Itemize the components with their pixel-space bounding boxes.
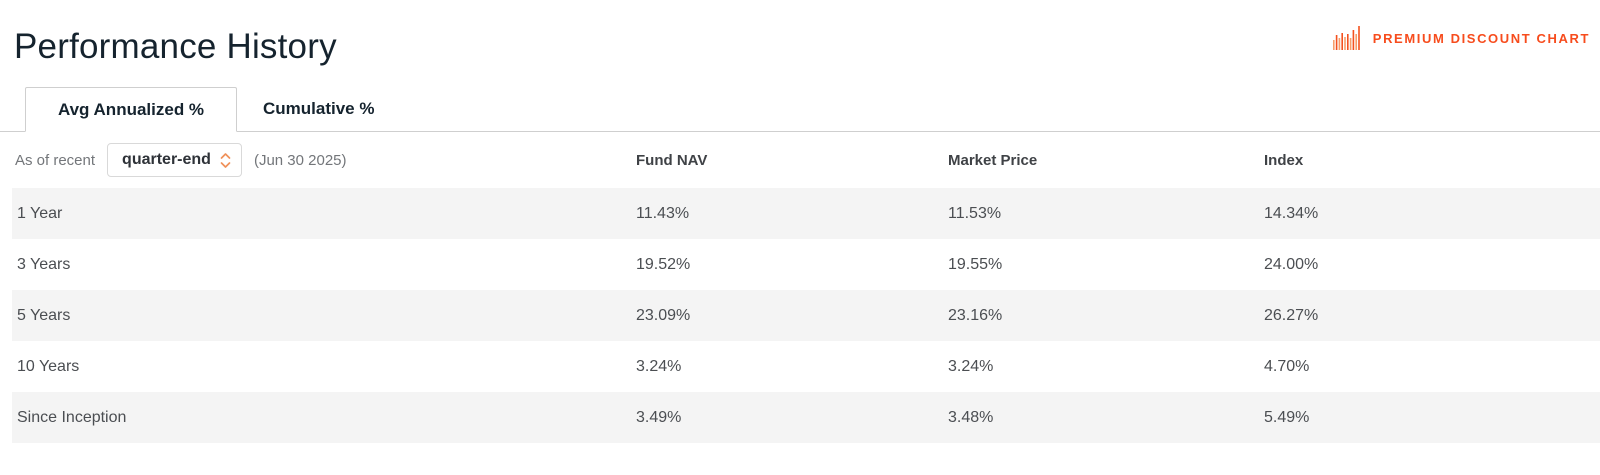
as-of-controls: As of recent quarter-end (Jun 30 2025) [12, 143, 636, 177]
cell-market-price: 3.48% [948, 408, 994, 426]
cell-index: 14.34% [1264, 204, 1319, 222]
row-label: Since Inception [17, 408, 127, 426]
table-row: 3 Years 19.52% 19.55% 24.00% [12, 239, 1600, 290]
cell-market-price: 19.55% [948, 255, 1003, 273]
row-label: 1 Year [17, 204, 63, 222]
select-chevrons-icon [220, 152, 231, 169]
row-label: 5 Years [17, 306, 71, 324]
cell-fund-nav: 3.24% [636, 357, 682, 375]
row-label: 3 Years [17, 255, 71, 273]
row-label: 10 Years [17, 357, 80, 375]
cell-market-price: 23.16% [948, 306, 1003, 324]
performance-table: As of recent quarter-end (Jun 30 2025) F… [12, 132, 1600, 443]
table-row: 5 Years 23.09% 23.16% 26.27% [12, 290, 1600, 341]
table-row: 1 Year 11.43% 11.53% 14.34% [12, 188, 1600, 239]
cell-fund-nav: 19.52% [636, 255, 691, 273]
premium-discount-chart-link[interactable]: PREMIUM DISCOUNT CHART [1332, 26, 1590, 50]
bar-chart-icon [1332, 26, 1360, 50]
column-header-market-price: Market Price [948, 151, 1038, 169]
tab-bar: Avg Annualized % Cumulative % [0, 87, 1600, 132]
cell-index: 24.00% [1264, 255, 1319, 273]
cell-index: 26.27% [1264, 306, 1319, 324]
period-dropdown[interactable]: quarter-end [107, 143, 242, 177]
tab-cumulative[interactable]: Cumulative % [263, 99, 375, 118]
table-row: Since Inception 3.49% 3.48% 5.49% [12, 392, 1600, 443]
cell-index: 5.49% [1264, 408, 1310, 426]
cell-index: 4.70% [1264, 357, 1310, 375]
column-header-index: Index [1264, 151, 1304, 169]
cell-fund-nav: 23.09% [636, 306, 691, 324]
page-title: Performance History [14, 27, 337, 67]
as-of-date: (Jun 30 2025) [253, 151, 347, 169]
cell-fund-nav: 3.49% [636, 408, 682, 426]
cell-market-price: 11.53% [948, 204, 1002, 222]
premium-link-label: PREMIUM DISCOUNT CHART [1372, 30, 1590, 46]
as-of-label: As of recent [15, 151, 96, 169]
table-header-row: As of recent quarter-end (Jun 30 2025) F… [12, 132, 1600, 188]
cell-fund-nav: 11.43% [636, 204, 690, 222]
column-header-fund-nav: Fund NAV [636, 151, 708, 169]
cell-market-price: 3.24% [948, 357, 994, 375]
period-dropdown-value: quarter-end [122, 151, 211, 168]
table-row: 10 Years 3.24% 3.24% 4.70% [12, 341, 1600, 392]
tab-avg-annualized[interactable]: Avg Annualized % [25, 87, 237, 132]
